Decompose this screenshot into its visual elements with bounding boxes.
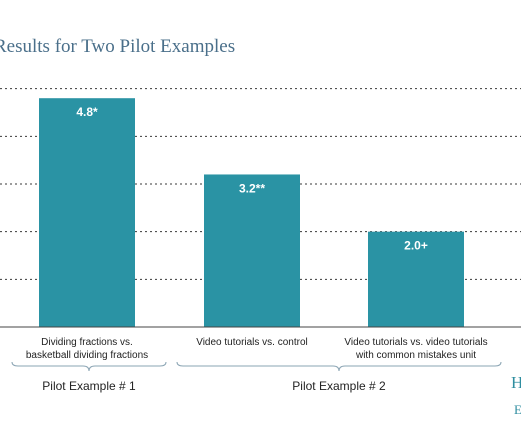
category-label: Video tutorials vs. control: [196, 337, 308, 348]
category-label: basketball dividing fractions: [26, 350, 148, 361]
category-label: Video tutorials vs. video tutorials: [344, 337, 487, 348]
category-label: with common mistakes unit: [355, 350, 476, 361]
data-label: 4.8*: [76, 105, 98, 119]
brand-logo-bottom: E: [514, 402, 521, 417]
data-label: 2.0+: [404, 239, 428, 253]
group-brace: [11, 361, 167, 372]
data-label: 3.2**: [239, 181, 265, 195]
group-label: Pilot Example # 2: [292, 379, 386, 393]
category-label: Dividing fractions vs.: [41, 337, 133, 348]
bar: [39, 98, 135, 327]
group-label: Pilot Example # 1: [42, 379, 136, 393]
bar: [368, 231, 464, 327]
bar: [204, 174, 300, 327]
brand-logo-top: H: [511, 373, 521, 392]
chart-title: Results for Two Pilot Examples: [0, 36, 236, 57]
group-brace: [176, 361, 502, 372]
